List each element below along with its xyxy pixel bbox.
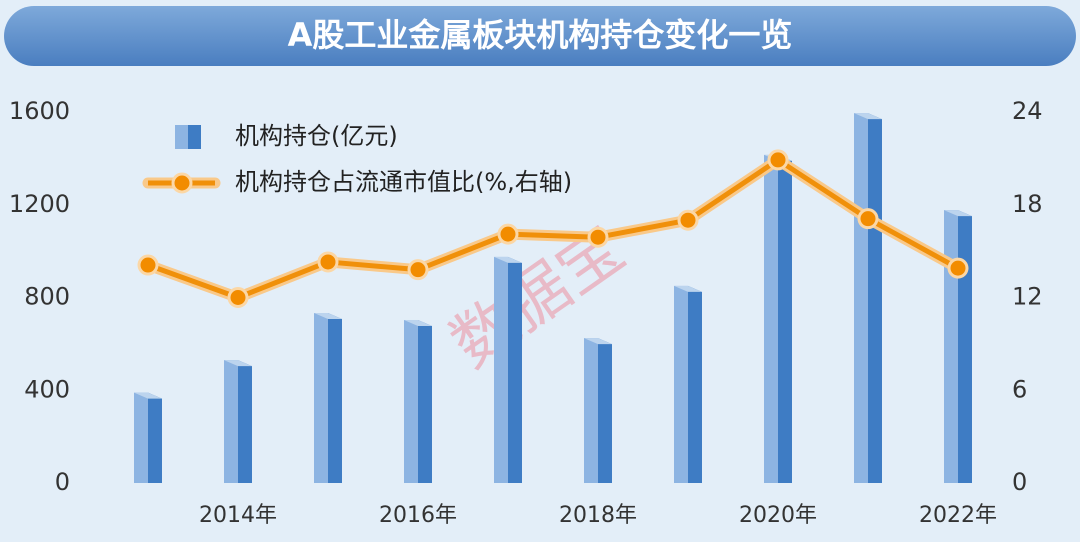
chart-title: A股工业金属板块机构持仓变化一览 [288,16,793,54]
bar-front [764,154,778,483]
y2-tick-label: 18 [1012,190,1043,218]
bar-side [328,313,342,483]
bar [224,360,252,483]
bar-front [944,210,958,483]
line-marker [677,209,699,231]
legend-swatch-side [188,125,201,149]
line [147,157,960,300]
legend-marker [171,172,193,194]
bar [584,338,612,483]
y2-tick-label: 0 [1012,468,1027,496]
line-marker [767,149,789,171]
bar-front [404,319,418,483]
bar [314,313,342,483]
y-tick-label: 400 [24,375,70,403]
line-marker [947,257,969,279]
bar [134,392,162,483]
bar-front [134,392,148,483]
bar [944,210,972,483]
bar [764,154,792,483]
legend-label: 机构持仓(亿元) [235,122,398,150]
line-marker [227,287,249,308]
bar-cap [944,210,972,217]
x-tick-label: 2022年 [919,503,997,528]
bar-cap [494,256,522,263]
x-tick-label: 2014年 [199,503,277,528]
y-tick-label: 800 [24,283,70,311]
y2-tick-label: 6 [1012,375,1027,403]
bar [674,285,702,483]
line-marker [407,259,429,281]
bar-side [868,113,882,484]
bar-side [148,392,162,483]
bar-cap [404,319,432,326]
bar-front [494,256,508,483]
legend-swatch [175,125,188,149]
bar [404,319,432,483]
bar-front [584,338,598,483]
y2-tick-label: 12 [1012,283,1043,311]
bar-cap [314,313,342,320]
bar-cap [224,360,252,367]
y-tick-label: 1600 [9,97,70,125]
x-tick-label: 2020年 [739,503,817,528]
y-tick-label: 0 [55,468,70,496]
bar-side [508,256,522,483]
line-marker [317,251,339,273]
line-marker [137,254,159,276]
bar-cap [584,338,612,345]
y-tick-label: 1200 [9,190,70,218]
bar-front [224,360,238,483]
bar-side [958,210,972,483]
bar-front [314,313,328,483]
bar-side [418,319,432,483]
title-banner [4,6,1076,66]
bar-front [854,113,868,484]
bar-side [598,338,612,483]
bar [494,256,522,483]
y2-tick-label: 24 [1012,97,1043,125]
bar-side [238,360,252,483]
bar-cap [854,113,882,120]
bar-front [674,285,688,483]
legend-label: 机构持仓占流通市值比(%,右轴) [235,168,572,196]
bar [854,113,882,484]
bar-cap [674,285,702,292]
x-tick-label: 2018年 [559,503,637,528]
bar-side [778,154,792,483]
bar-side [688,285,702,483]
line-marker [497,223,519,245]
line-marker [587,226,609,248]
bar-cap [134,392,162,399]
x-tick-label: 2016年 [379,503,457,528]
line-marker [857,208,879,230]
